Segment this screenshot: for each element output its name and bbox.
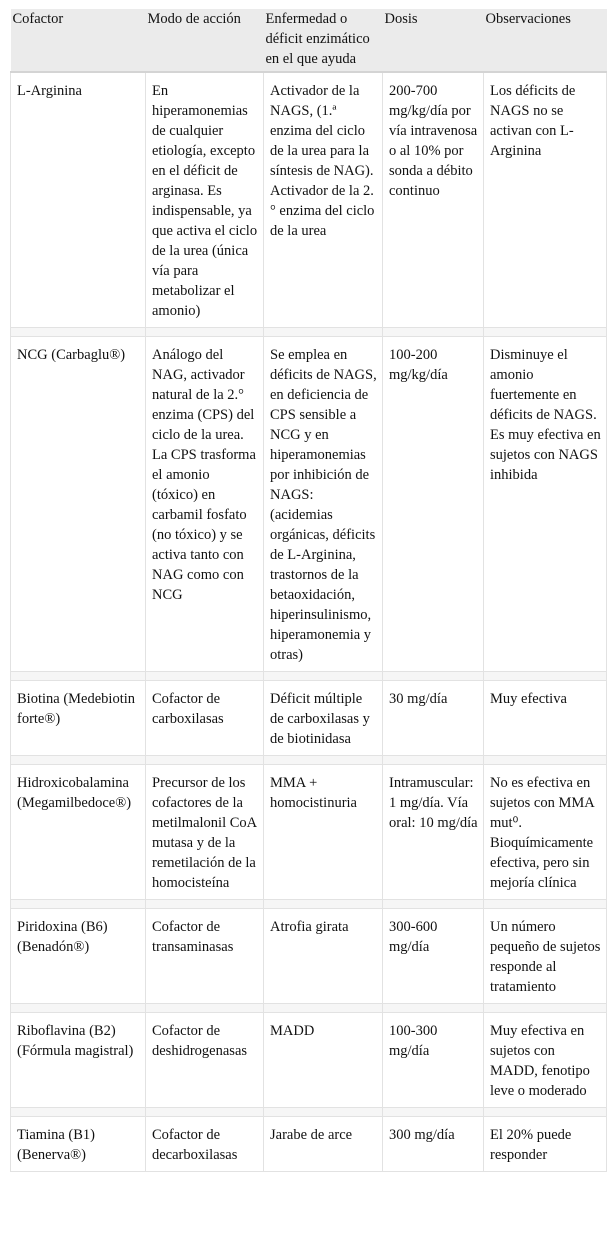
- table-cell: Análogo del NAG, activador natural de la…: [145, 336, 264, 672]
- table-cell: 200-700 mg/kg/día por vía intravenosa o …: [382, 71, 484, 328]
- table-cell: MMA + homocistinuria: [263, 764, 383, 900]
- spacer-cell: [382, 327, 484, 337]
- table-cell: Un número pequeño de sujetos responde al…: [483, 908, 607, 1004]
- header-row: Cofactor Modo de acción Enfermedad o défic…: [10, 9, 607, 73]
- table-cell: El 20% puede responder: [483, 1116, 607, 1172]
- spacer-cell: [145, 327, 264, 337]
- table-cell: Riboflavina (B2) (Fórmula magistral): [10, 1012, 146, 1108]
- spacer-cell: [382, 1003, 484, 1013]
- table-cell: Jarabe de arce: [263, 1116, 383, 1172]
- table-cell: Los déficits de NAGS no se activan con L…: [483, 71, 607, 328]
- table-row: Tiamina (B1) (Benerva®) Cofactor de decar…: [10, 1116, 607, 1172]
- spacer-cell: [382, 1107, 484, 1117]
- table-cell: NCG (Carbaglu®): [10, 336, 146, 672]
- spacer-cell: [145, 1107, 264, 1117]
- header-cell: Cofactor: [10, 9, 146, 73]
- spacer-cell: [145, 755, 264, 765]
- table-cell: Tiamina (B1) (Benerva®): [10, 1116, 146, 1172]
- spacer-cell: [10, 755, 146, 765]
- spacer-cell: [263, 1107, 383, 1117]
- spacer-cell: [145, 899, 264, 909]
- table-cell: En hiperamonemias de cualquier etiología…: [145, 71, 264, 328]
- spacer-cell: [10, 327, 146, 337]
- table-row: Hidroxicobalamina (Megamilbedoce®) Precur…: [10, 764, 607, 900]
- table-cell: Cofactor de decarboxilasas: [145, 1116, 264, 1172]
- spacer-cell: [263, 327, 383, 337]
- table-cell: Atrofia girata: [263, 908, 383, 1004]
- spacer-cell: [483, 899, 607, 909]
- table-cell: Cofactor de transaminasas: [145, 908, 264, 1004]
- row-spacer: [10, 1107, 607, 1117]
- table-cell: Activador de la NAGS, (1.ª enzima del ci…: [263, 71, 383, 328]
- cofactor-table: Cofactor Modo de acción Enfermedad o défic…: [10, 9, 607, 1172]
- table-cell: Biotina (Medebiotin forte®): [10, 680, 146, 756]
- table-row: Riboflavina (B2) (Fórmula magistral) Cofa…: [10, 1012, 607, 1108]
- spacer-cell: [382, 671, 484, 681]
- table-cell: 100-200 mg/kg/día: [382, 336, 484, 672]
- row-spacer: [10, 1003, 607, 1013]
- table-cell: Se emplea en déficits de NAGS, en defici…: [263, 336, 383, 672]
- table-cell: Déficit múltiple de carboxilasas y de bi…: [263, 680, 383, 756]
- header-cell: Enfermedad o déficit enzimático en el qu…: [263, 9, 383, 73]
- spacer-cell: [483, 1003, 607, 1013]
- spacer-cell: [483, 671, 607, 681]
- table-cell: MADD: [263, 1012, 383, 1108]
- spacer-cell: [382, 899, 484, 909]
- table-cell: 100-300 mg/día: [382, 1012, 484, 1108]
- table-cell: L-Arginina: [10, 71, 146, 328]
- spacer-cell: [263, 899, 383, 909]
- spacer-cell: [483, 755, 607, 765]
- table-cell: Piridoxina (B6) (Benadón®): [10, 908, 146, 1004]
- spacer-cell: [10, 1107, 146, 1117]
- spacer-cell: [145, 671, 264, 681]
- table-cell: 300-600 mg/día: [382, 908, 484, 1004]
- row-spacer: [10, 671, 607, 681]
- spacer-cell: [263, 671, 383, 681]
- table-cell: Cofactor de deshidrogenasas: [145, 1012, 264, 1108]
- table-cell: Disminuye el amonio fuertemente en défic…: [483, 336, 607, 672]
- table-cell: 300 mg/día: [382, 1116, 484, 1172]
- table-cell: Intramuscular: 1 mg/día. Vía oral: 10 mg…: [382, 764, 484, 900]
- row-spacer: [10, 327, 607, 337]
- header-cell: Observaciones: [483, 9, 607, 73]
- table-cell: No es efectiva en sujetos con MMA mut⁰. …: [483, 764, 607, 900]
- spacer-cell: [263, 755, 383, 765]
- table-body: L-Arginina En hiperamonemias de cualquier…: [10, 71, 607, 1172]
- spacer-cell: [382, 755, 484, 765]
- spacer-cell: [10, 899, 146, 909]
- table-cell: Muy efectiva en sujetos con MADD, fenoti…: [483, 1012, 607, 1108]
- table-cell: 30 mg/día: [382, 680, 484, 756]
- row-spacer: [10, 899, 607, 909]
- table-row: L-Arginina En hiperamonemias de cualquier…: [10, 71, 607, 328]
- spacer-cell: [10, 671, 146, 681]
- table-row: Biotina (Medebiotin forte®) Cofactor de c…: [10, 680, 607, 756]
- table-header: Cofactor Modo de acción Enfermedad o défic…: [10, 9, 607, 73]
- header-cell: Modo de acción: [145, 9, 264, 73]
- table-cell: Muy efectiva: [483, 680, 607, 756]
- table-cell: Precursor de los cofactores de la metilm…: [145, 764, 264, 900]
- spacer-cell: [145, 1003, 264, 1013]
- spacer-cell: [483, 1107, 607, 1117]
- table-cell: Hidroxicobalamina (Megamilbedoce®): [10, 764, 146, 900]
- table-cell: Cofactor de carboxilasas: [145, 680, 264, 756]
- spacer-cell: [483, 327, 607, 337]
- spacer-cell: [10, 1003, 146, 1013]
- header-cell: Dosis: [382, 9, 484, 73]
- spacer-cell: [263, 1003, 383, 1013]
- table-row: Piridoxina (B6) (Benadón®) Cofactor de tr…: [10, 908, 607, 1004]
- row-spacer: [10, 755, 607, 765]
- table-row: NCG (Carbaglu®) Análogo del NAG, activado…: [10, 336, 607, 672]
